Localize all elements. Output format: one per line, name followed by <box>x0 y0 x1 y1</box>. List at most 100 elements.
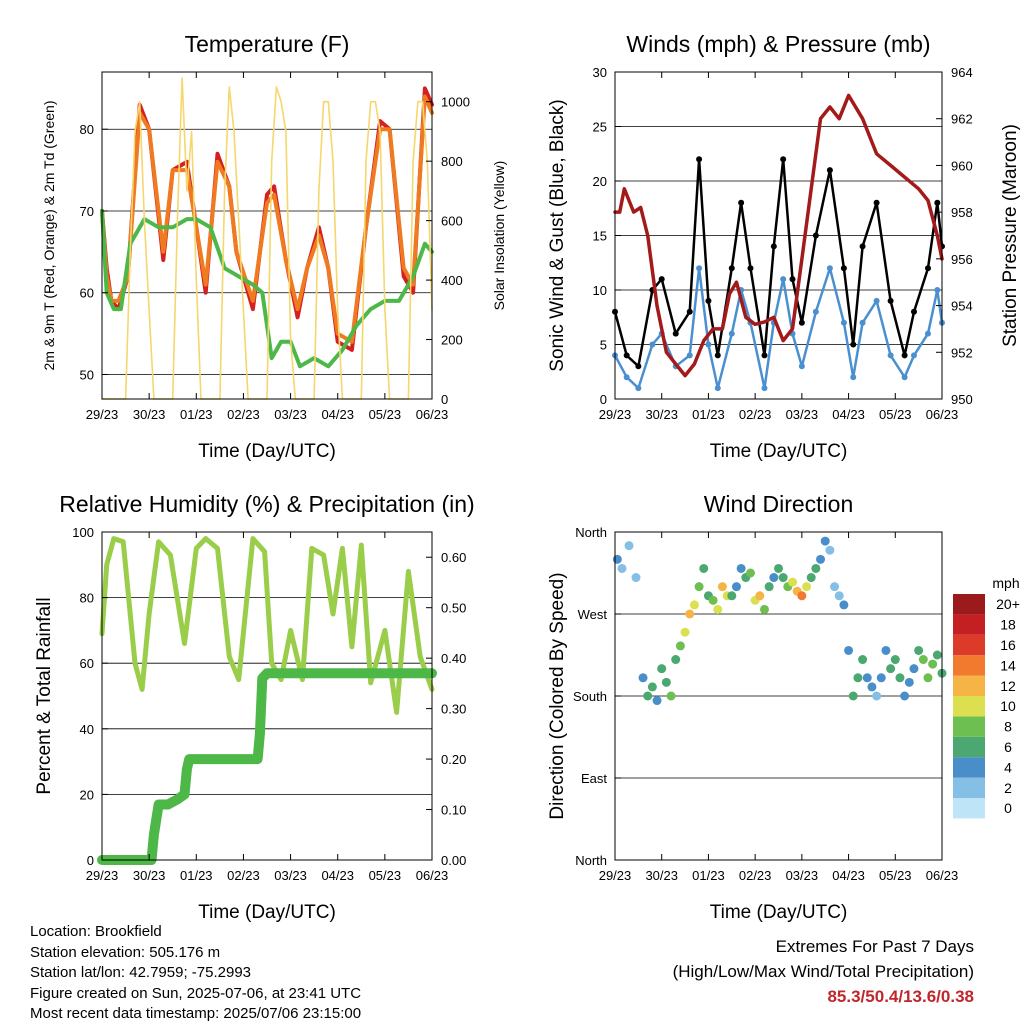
x-tick-label: 03/23 <box>786 868 819 883</box>
colorbar-label: 6 <box>1004 739 1012 755</box>
direction-point <box>685 609 695 619</box>
y-right-tick-label: 1000 <box>441 95 470 110</box>
panel-title: Wind Direction <box>704 491 854 517</box>
direction-point <box>624 541 634 551</box>
y-tick-label: 0 <box>600 392 607 407</box>
direction-point <box>900 691 910 701</box>
x-tick-label: 06/23 <box>926 407 959 422</box>
direction-point <box>699 563 709 573</box>
direction-point <box>680 627 690 637</box>
x-axis-label: Time (Day/UTC) <box>198 441 336 462</box>
station-info: Location: Brookfield Station elevation: … <box>30 922 361 1025</box>
direction-point <box>727 591 737 601</box>
direction-point <box>858 655 868 665</box>
humidity-precip-panel: 29/23 30/23 01/23 02/23 03/23 04/23 05/23 06/23… <box>34 491 475 923</box>
panel-title: Winds (mph) & Pressure (mb) <box>626 31 930 57</box>
colorbar-label: 2 <box>1004 780 1012 796</box>
direction-point <box>631 573 641 583</box>
y-right-tick-label: 954 <box>951 299 973 314</box>
latlon-text: Station lat/lon: 42.7959; -75.2993 <box>30 964 252 981</box>
colorbar-swatch <box>953 634 985 656</box>
y-tick-label: 40 <box>80 722 94 737</box>
colorbar-swatch <box>953 594 985 615</box>
extremes-values: 85.3/50.4/13.6/0.38 <box>827 987 974 1006</box>
y-axis-label: Percent & Total Rainfall <box>34 597 55 794</box>
gust-trace <box>613 157 944 368</box>
y-axis-label: Sonic Wind & Gust (Blue, Black) <box>547 99 568 371</box>
direction-point <box>764 582 774 592</box>
x-tick-label: 04/23 <box>321 407 354 422</box>
y-tick-label: 80 <box>80 591 94 606</box>
y-right-tick-label: 0.60 <box>441 550 466 565</box>
2m-td-line <box>100 209 434 369</box>
x-axis-label: Time (Day/UTC) <box>710 441 848 462</box>
colorbar-label: 16 <box>1000 637 1016 653</box>
y-tick-label: 20 <box>593 174 607 189</box>
x-tick-label: 30/23 <box>133 407 166 422</box>
x-axis-label: Time (Day/UTC) <box>710 902 848 923</box>
direction-point <box>886 664 896 674</box>
y-tick-label: 60 <box>80 286 94 301</box>
x-tick-label: 03/23 <box>274 868 307 883</box>
wind-direction-panel: 29/23 30/23 01/23 02/23 03/23 04/23 05/23 06/23… <box>547 491 958 923</box>
y-tick-label: West <box>578 607 608 622</box>
direction-point <box>928 659 938 669</box>
direction-point <box>652 696 662 706</box>
y-right-tick-label: 960 <box>951 158 973 173</box>
colorbar-swatch <box>953 777 985 798</box>
x-tick-label: 06/23 <box>416 407 449 422</box>
direction-point <box>675 641 685 651</box>
y-right-tick-label: 950 <box>951 392 973 407</box>
x-tick-label: 05/23 <box>879 868 912 883</box>
location-text: Location: Brookfield <box>30 923 162 940</box>
rh-line <box>99 536 435 715</box>
x-tick-label: 04/23 <box>832 407 865 422</box>
direction-point <box>830 582 840 592</box>
pressure-line <box>613 93 944 378</box>
direction-point <box>769 573 779 583</box>
y-right-tick-label: 0.40 <box>441 651 466 666</box>
extremes-box: Extremes For Past 7 Days (High/Low/Max W… <box>673 934 974 1009</box>
direction-point <box>876 673 886 683</box>
y-right-tick-label: 800 <box>441 154 463 169</box>
elevation-text: Station elevation: 505.176 m <box>30 943 221 961</box>
y-right-tick-label: 952 <box>951 345 973 360</box>
colorbar-title: mph <box>992 575 1019 591</box>
x-tick-label: 03/23 <box>786 407 819 422</box>
colorbar-swatch <box>953 675 985 696</box>
y-right-tick-label: 0 <box>441 392 448 407</box>
direction-point <box>862 673 872 683</box>
colorbar-label: 12 <box>1000 678 1016 694</box>
x-tick-label: 02/23 <box>739 868 772 883</box>
direction-point <box>797 591 807 601</box>
direction-point <box>918 655 928 665</box>
direction-point <box>661 677 671 687</box>
y-right-tick-label: 400 <box>441 273 463 288</box>
direction-point <box>617 563 627 573</box>
direction-point <box>689 600 699 610</box>
extremes-subtitle: (High/Low/Max Wind/Total Precipitation) <box>672 962 974 981</box>
extremes-title: Extremes For Past 7 Days <box>775 937 974 956</box>
direction-point <box>867 682 877 692</box>
speed-colorbar: mph 0 2 4 6 8 10 12 14 16 18 20+ <box>953 575 1020 819</box>
y-tick-label: 10 <box>593 283 607 298</box>
plot-frame <box>101 71 433 400</box>
y-right-tick-label: 964 <box>951 65 973 80</box>
direction-point <box>848 691 858 701</box>
x-tick-label: 29/23 <box>86 407 119 422</box>
direction-point <box>671 655 681 665</box>
y-tick-label: 20 <box>80 787 94 802</box>
direction-point <box>881 645 891 655</box>
direction-point <box>811 563 821 573</box>
direction-point <box>708 595 718 605</box>
x-tick-label: 01/23 <box>180 868 213 883</box>
y-tick-label: 100 <box>72 525 94 540</box>
y-right-tick-label: 956 <box>951 252 973 267</box>
x-tick-label: 02/23 <box>227 407 260 422</box>
y-axis-label: 2m & 9m T (Red, Orange) & 2m Td (Green) <box>41 101 57 371</box>
colorbar-label: 18 <box>1000 617 1016 633</box>
direction-point <box>774 563 783 573</box>
y-right-tick-label: 0.10 <box>441 803 466 818</box>
y-tick-label: 5 <box>600 338 607 353</box>
direction-point <box>638 673 648 683</box>
